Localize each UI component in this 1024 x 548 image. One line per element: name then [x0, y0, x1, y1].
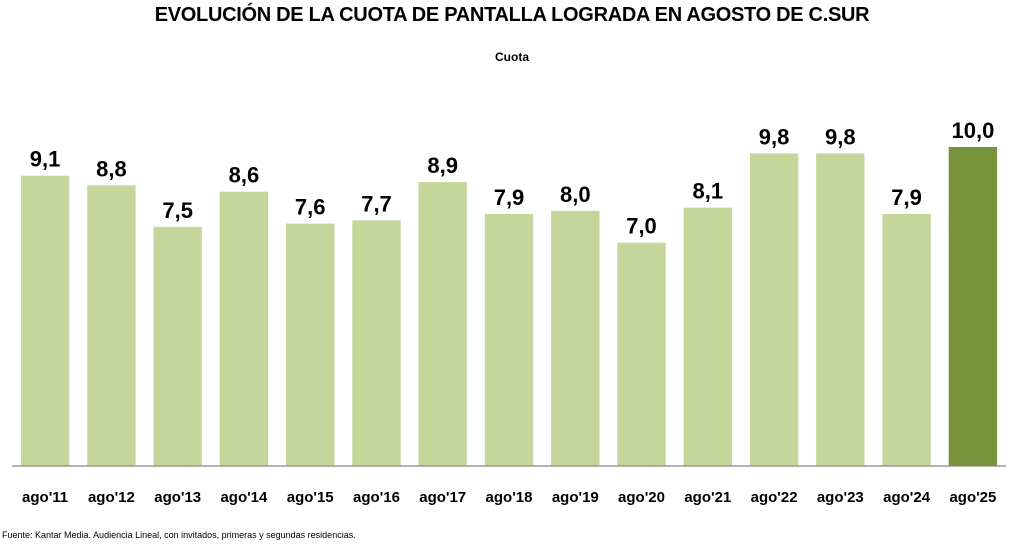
bar-ago18 — [484, 214, 534, 466]
value-label: 8,8 — [96, 156, 127, 181]
x-tick-label: ago'18 — [486, 489, 533, 506]
value-label: 8,0 — [560, 182, 591, 207]
x-tick-label: ago'25 — [949, 489, 996, 506]
bar-ago21 — [683, 207, 732, 466]
chart-subtitle: Cuota — [495, 50, 529, 64]
x-tick-label: ago'17 — [419, 489, 466, 506]
x-tick-label: ago'19 — [552, 489, 599, 506]
x-tick-labels-group: ago'11 ago'12 ago'13 ago'14 ago'15 ago'16 ago'… — [22, 489, 996, 506]
bar-ago16 — [352, 220, 401, 466]
value-label: 8,6 — [229, 163, 260, 188]
value-label: 7,6 — [295, 195, 326, 220]
x-tick-label: ago'13 — [154, 489, 201, 506]
value-label: 7,7 — [361, 191, 392, 216]
bar-ago20 — [617, 242, 666, 466]
value-label: 10,0 — [951, 118, 994, 143]
x-tick-label: ago'22 — [751, 489, 798, 506]
x-tick-label: ago'20 — [618, 489, 665, 506]
value-labels-group: 9,1 8,8 7,5 8,6 7,6 7,7 8,9 7,9 8,0 7,0 8,1 9,8 9,8 7… — [30, 118, 995, 239]
bar-ago22 — [749, 153, 799, 466]
bar-ago14 — [219, 191, 269, 466]
bar-ago23 — [816, 153, 865, 466]
x-tick-label: ago'15 — [287, 489, 334, 506]
x-tick-label: ago'23 — [817, 489, 864, 506]
bar-ago11 — [20, 175, 70, 466]
bar-ago19 — [551, 210, 600, 466]
x-tick-label: ago'14 — [220, 489, 268, 506]
value-label: 7,0 — [626, 214, 657, 239]
value-label: 9,8 — [825, 124, 856, 149]
chart-title: EVOLUCIÓN DE LA CUOTA DE PANTALLA LOGRAD… — [154, 4, 870, 26]
bars-group — [20, 147, 998, 467]
bar-ago15 — [286, 223, 335, 466]
value-label: 8,1 — [693, 179, 724, 204]
x-tick-label: ago'16 — [353, 489, 400, 506]
value-label: 9,8 — [759, 124, 790, 149]
value-label: 7,5 — [162, 198, 193, 223]
value-label: 9,1 — [30, 147, 61, 172]
bar-ago13 — [153, 226, 202, 467]
bar-ago24 — [882, 214, 931, 466]
value-label: 7,9 — [494, 185, 525, 210]
source-note: Fuente: Kantar Media. Audiencia Lineal, … — [2, 530, 356, 540]
bar-ago25 — [948, 147, 998, 466]
bar-ago17 — [418, 182, 467, 466]
x-tick-label: ago'11 — [22, 489, 68, 506]
bar-ago12 — [87, 185, 136, 467]
x-tick-label: ago'21 — [684, 489, 731, 506]
x-tick-label: ago'12 — [88, 489, 135, 506]
value-label: 7,9 — [891, 185, 922, 210]
x-tick-label: ago'24 — [883, 489, 931, 506]
value-label: 8,9 — [427, 153, 458, 178]
